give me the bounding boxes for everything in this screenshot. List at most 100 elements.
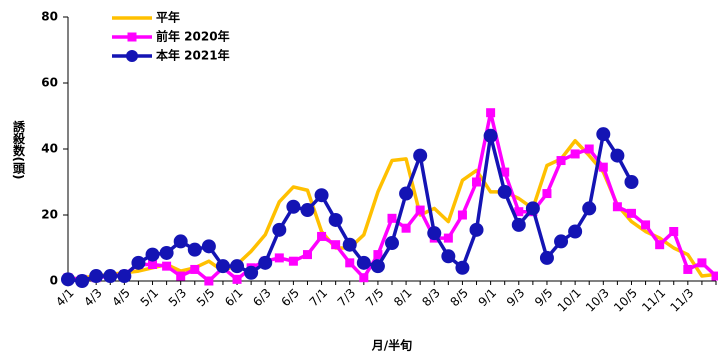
marker	[232, 274, 242, 284]
marker	[497, 184, 512, 199]
x-tick-label: 7/1	[307, 286, 331, 310]
marker	[159, 245, 174, 260]
x-tick-label: 4/5	[109, 286, 133, 310]
marker	[500, 167, 510, 177]
marker	[427, 226, 442, 241]
y-tick-label: 20	[41, 208, 58, 222]
marker	[148, 260, 158, 269]
x-tick-label: 11/3	[667, 286, 696, 315]
x-axis-label: 月/半旬	[371, 338, 412, 353]
marker	[342, 237, 357, 252]
marker	[145, 247, 160, 262]
x-tick-label: 5/5	[194, 286, 218, 310]
marker	[399, 186, 414, 201]
marker	[683, 264, 693, 274]
marker	[162, 261, 172, 271]
marker	[331, 240, 341, 250]
marker	[173, 234, 188, 249]
marker	[483, 128, 498, 143]
marker	[302, 250, 312, 260]
x-tick-label: 6/3	[250, 286, 274, 310]
marker	[314, 188, 329, 203]
marker	[441, 249, 456, 264]
x-tick-label: 7/3	[335, 286, 359, 310]
x-tick-label: 10/5	[611, 286, 640, 315]
marker	[201, 239, 216, 254]
marker	[117, 269, 132, 284]
marker	[317, 231, 327, 241]
marker	[356, 255, 371, 270]
marker	[385, 236, 399, 251]
marker	[359, 273, 369, 283]
marker	[624, 175, 639, 189]
marker	[187, 242, 202, 257]
y-axis-label: 誘殺数(頭)	[12, 119, 26, 179]
marker	[469, 222, 484, 237]
marker	[556, 156, 566, 166]
marker	[584, 144, 594, 154]
marker	[582, 201, 597, 216]
legend-marker	[126, 50, 138, 62]
marker	[415, 205, 425, 215]
x-tick-label: 9/1	[476, 286, 500, 310]
marker	[204, 276, 214, 286]
marker	[570, 149, 580, 159]
marker	[711, 271, 718, 281]
y-tick-label: 0	[50, 274, 58, 288]
x-tick-label: 8/5	[447, 286, 471, 310]
legend-label: 本年 2021年	[156, 48, 230, 63]
x-tick-label: 6/5	[278, 286, 302, 310]
legend-label: 平年	[156, 10, 180, 25]
marker	[131, 255, 146, 270]
marker	[272, 222, 287, 237]
marker	[345, 258, 355, 268]
marker	[89, 269, 104, 284]
x-tick-label: 11/1	[639, 286, 668, 315]
marker	[525, 201, 540, 216]
marker	[190, 264, 200, 274]
marker	[511, 217, 526, 232]
legend-marker	[127, 32, 137, 42]
marker	[598, 162, 608, 172]
marker	[472, 177, 482, 187]
marker	[61, 272, 75, 287]
marker	[288, 256, 298, 266]
marker	[300, 203, 315, 218]
marker	[641, 220, 651, 230]
marker	[568, 224, 583, 239]
y-tick-label: 80	[41, 10, 58, 24]
x-tick-label: 8/1	[391, 286, 415, 310]
y-tick-label: 60	[41, 76, 58, 90]
marker	[75, 274, 90, 288]
x-tick-label: 5/1	[138, 286, 162, 310]
marker	[401, 223, 411, 233]
marker	[669, 227, 679, 236]
marker	[370, 259, 385, 274]
marker	[542, 189, 552, 199]
marker	[215, 259, 230, 274]
marker	[457, 210, 467, 220]
marker	[373, 250, 383, 260]
legend-label: 前年 2020年	[156, 29, 230, 44]
marker	[554, 234, 569, 249]
x-tick-label: 9/3	[504, 286, 528, 310]
marker	[274, 253, 284, 263]
marker	[244, 265, 259, 280]
marker	[486, 108, 496, 118]
x-tick-label: 5/3	[166, 286, 190, 310]
marker	[596, 127, 611, 142]
x-tick-label: 4/1	[53, 286, 77, 310]
marker	[626, 208, 636, 218]
marker	[655, 240, 665, 250]
x-tick-label: 8/3	[419, 286, 443, 310]
y-tick-label: 40	[41, 142, 58, 156]
x-tick-label: 7/5	[363, 286, 387, 310]
marker	[443, 233, 453, 243]
marker	[328, 212, 343, 227]
x-tick-label: 10/3	[583, 286, 612, 315]
marker	[103, 269, 118, 284]
marker	[455, 260, 470, 275]
marker	[610, 148, 625, 163]
marker	[176, 271, 186, 281]
